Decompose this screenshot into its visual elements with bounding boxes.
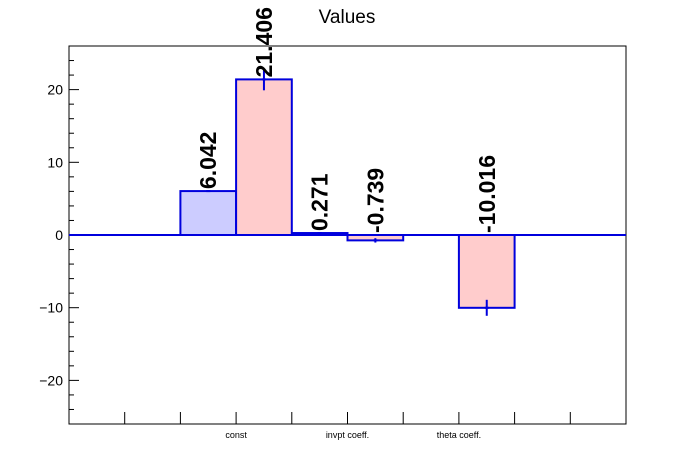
y-tick-label: 0 <box>55 227 63 243</box>
x-category-label: theta coeff. <box>437 430 481 440</box>
y-tick-label: 10 <box>47 154 63 170</box>
data-label: -10.016 <box>474 155 500 233</box>
bar <box>235 78 293 236</box>
y-tick-label: 20 <box>47 82 63 98</box>
bar <box>179 190 238 237</box>
data-label: 0.271 <box>307 173 333 231</box>
data-label: 21.406 <box>251 7 277 77</box>
data-label: -0.739 <box>362 168 388 233</box>
data-label: 6.042 <box>195 132 221 190</box>
x-category-label: const <box>225 430 247 440</box>
x-category-label: invpt coeff. <box>326 430 369 440</box>
y-tick-label: −20 <box>39 372 63 388</box>
bar <box>457 234 516 309</box>
chart-title: Values <box>319 7 376 28</box>
y-tick-label: −10 <box>39 300 63 316</box>
plot-area: −20 −10 0 10 20 const invpt coeff. theta coeff.… <box>39 7 627 440</box>
